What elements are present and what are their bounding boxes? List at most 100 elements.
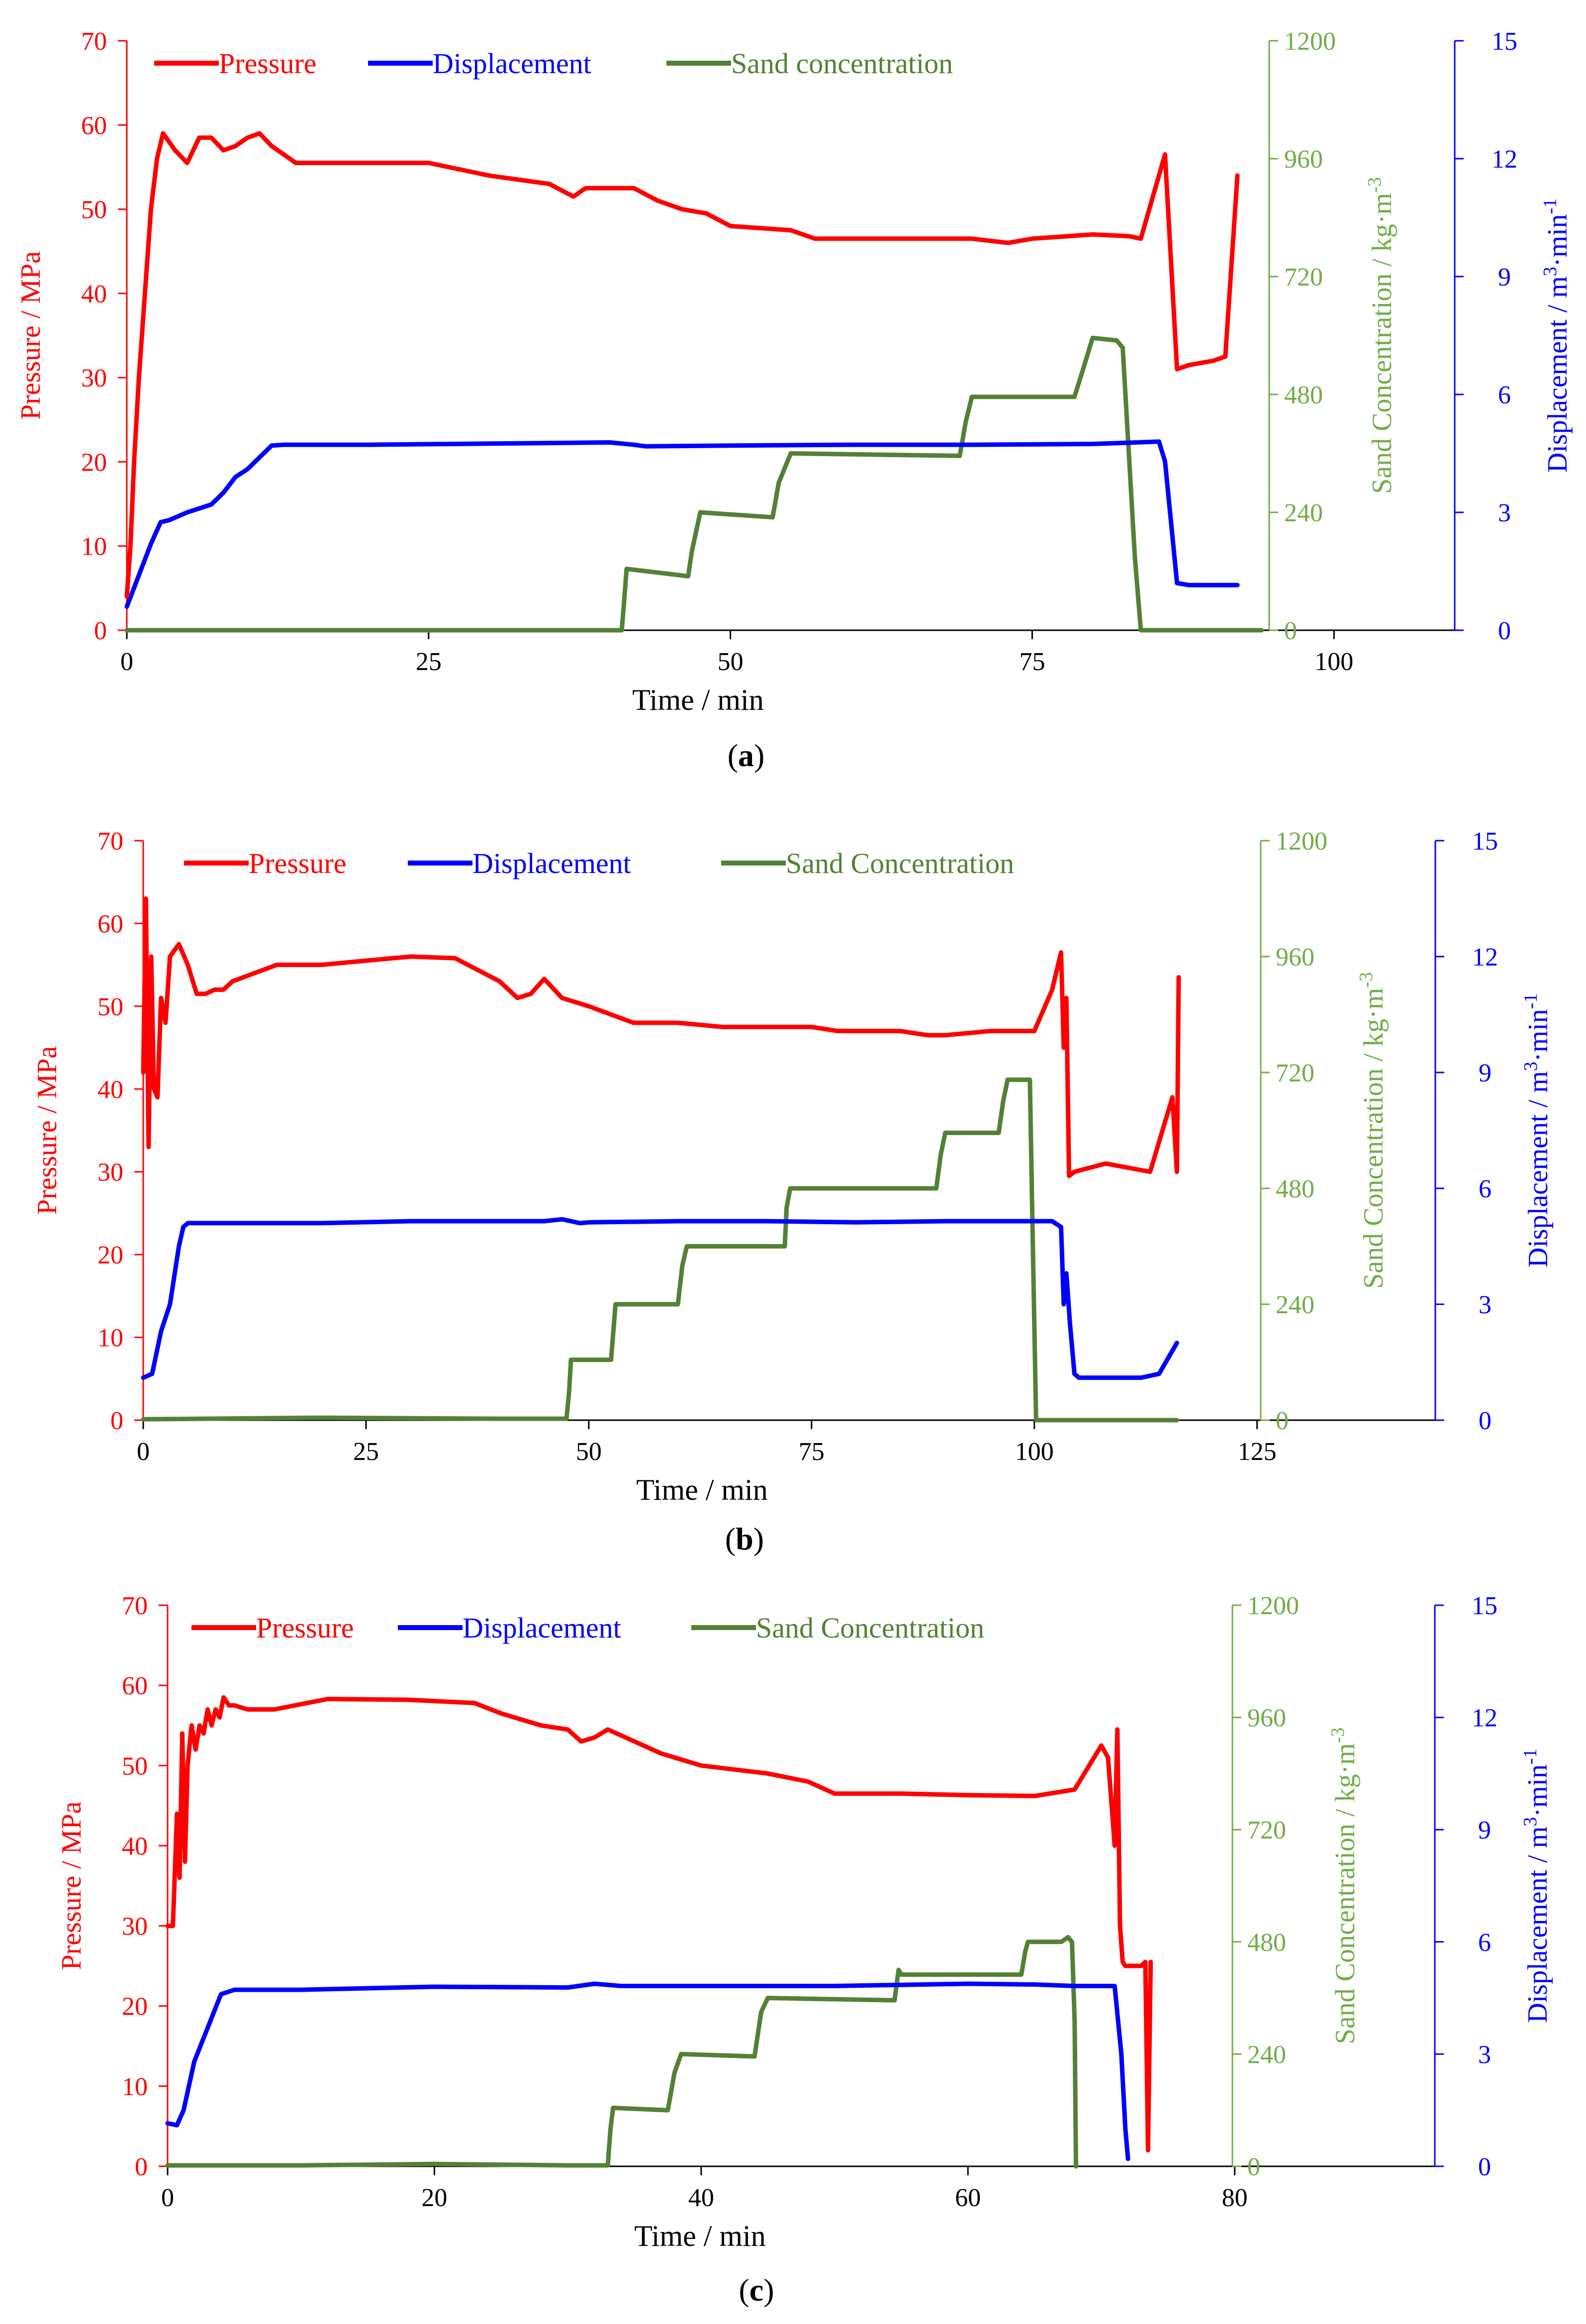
panel-b-x-tick-label: 100 <box>1015 1438 1054 1466</box>
panel-a-displacement-tick-label: 3 <box>1498 499 1511 527</box>
panel-a-displacement-tick-label: 0 <box>1498 617 1511 645</box>
panel-a-pressure-tick-label: 50 <box>81 196 107 224</box>
panel-a-pressure-tick-label: 10 <box>81 533 107 561</box>
panel-c-x-tick-label: 0 <box>161 2184 174 2212</box>
panel-c-pressure-axis-title: Pressure / MPa <box>56 1801 87 1970</box>
panel-b-sand-tick-label: 960 <box>1276 943 1314 971</box>
panel-b-pressure-axis-title: Pressure / MPa <box>32 1046 63 1215</box>
panel-c-x-tick-label: 20 <box>421 2184 447 2212</box>
panel-c-pressure-tick-label: 40 <box>122 1832 148 1860</box>
panel-a-legend-sand-concentration-label: Sand concentration <box>731 47 953 80</box>
panel-c-displacement-tick-label: 0 <box>1478 2153 1491 2181</box>
panel-c-displacement-tick-label: 15 <box>1472 1592 1497 1620</box>
panel-b-pressure-tick-label: 30 <box>97 1159 123 1187</box>
panel-c-sand-tick-label: 960 <box>1247 1704 1286 1733</box>
panel-b-pressure-tick-label: 0 <box>110 1407 123 1435</box>
panel-c-displacement-tick-label: 9 <box>1478 1816 1491 1844</box>
panel-c-sand-tick-label: 720 <box>1247 1816 1286 1844</box>
panel-a-sand-concentration-line <box>124 335 1264 633</box>
panel-b-sand-tick-label: 240 <box>1276 1291 1314 1319</box>
panel-a-pressure-tick-label: 60 <box>81 111 107 140</box>
panel-c-pressure-tick-label: 30 <box>122 1913 148 1941</box>
panel-c-sand-tick-label: 0 <box>1247 2153 1260 2181</box>
panel-b-x-axis-title: Time / min <box>636 1473 768 1506</box>
panel-a-caption: (a) <box>728 738 765 773</box>
panel-b-pressure-tick-label: 60 <box>97 910 123 938</box>
panel-a-sand-tick-label: 720 <box>1284 263 1323 291</box>
panel-b-pressure-tick-label: 50 <box>97 993 123 1021</box>
panel-a-pressure-tick-label: 20 <box>81 448 107 477</box>
panel-c-sand-tick-label: 240 <box>1247 2040 1286 2069</box>
panel-c-legend-sand-concentration-label: Sand Concentration <box>756 1612 984 1644</box>
panel-b-pressure-line <box>141 896 1181 1178</box>
panel-b-sand-tick-label: 1200 <box>1276 827 1327 856</box>
panel-b-displacement-tick-label: 3 <box>1479 1291 1492 1319</box>
panel-b-x-tick-label: 125 <box>1238 1438 1277 1466</box>
panel-b-displacement-line <box>141 1217 1179 1380</box>
panel-b-caption: (b) <box>725 1521 764 1556</box>
panel-a-pressure-axis-title: Pressure / MPa <box>15 251 46 420</box>
panel-a-sand-tick-label: 240 <box>1284 499 1323 527</box>
panel-b-x-tick-label: 0 <box>137 1438 150 1466</box>
panel-b-x-tick-label: 50 <box>576 1438 602 1466</box>
panel-a-pressure-tick-label: 70 <box>81 27 107 56</box>
panel-c-pressure-tick-label: 70 <box>122 1592 148 1620</box>
panel-c-x-tick-label: 40 <box>688 2184 714 2212</box>
panel-b-pressure-tick-label: 40 <box>97 1075 123 1104</box>
panel-a-sand-axis-title: Sand Concentration / kg·m-3 <box>1364 177 1398 494</box>
panel-a-x-tick-label: 0 <box>120 648 133 676</box>
panel-b-x-tick-label: 75 <box>799 1438 825 1466</box>
panel-b-displacement-tick-label: 0 <box>1479 1407 1492 1435</box>
panel-c-displacement-tick-label: 6 <box>1478 1929 1491 1957</box>
panel-a-pressure-tick-label: 30 <box>81 364 107 392</box>
panel-a-displacement-tick-label: 9 <box>1498 263 1511 291</box>
panel-a-x-tick-label: 50 <box>718 648 744 676</box>
panel-a-x-tick-label: 75 <box>1019 648 1045 676</box>
panel-a-x-axis-title: Time / min <box>632 683 764 716</box>
panel-c-sand-axis-title: Sand Concentration / kg·m-3 <box>1327 1728 1361 2044</box>
panel-b-displacement-tick-label: 6 <box>1479 1175 1492 1203</box>
panel-b-sand-tick-label: 0 <box>1276 1407 1289 1435</box>
panel-a-pressure-line <box>124 131 1240 599</box>
panel-c-pressure-tick-label: 0 <box>135 2153 148 2181</box>
panel-b-x-tick-label: 25 <box>353 1438 379 1466</box>
panel-a-displacement-tick-label: 12 <box>1492 145 1517 174</box>
panel-c-pressure-tick-label: 50 <box>122 1752 148 1780</box>
panel-a-x-tick-label: 100 <box>1314 648 1353 676</box>
panel-a-legend-pressure-label: Pressure <box>219 47 317 80</box>
panel-b-legend-displacement-label: Displacement <box>472 847 631 879</box>
panel-a-legend-displacement-label: Displacement <box>433 47 591 80</box>
panel-a-sand-tick-label: 1200 <box>1284 27 1336 56</box>
panel-b-pressure-tick-label: 70 <box>97 827 123 856</box>
panel-c-x-tick-label: 80 <box>1222 2184 1248 2212</box>
panel-b-displacement-tick-label: 12 <box>1472 943 1498 971</box>
panel-b-legend-pressure-label: Pressure <box>249 847 347 879</box>
panel-a-displacement-tick-label: 15 <box>1492 27 1517 56</box>
panel-c-displacement-line <box>165 1981 1130 2161</box>
panel-c-pressure-tick-label: 60 <box>122 1672 148 1700</box>
panel-b-pressure-tick-label: 10 <box>97 1324 123 1353</box>
panel-b-displacement-tick-label: 9 <box>1479 1059 1492 1087</box>
panel-c-displacement-axis-title: Displacement / m3·min-1 <box>1520 1748 1553 2023</box>
panel-a-pressure-tick-label: 40 <box>81 280 107 308</box>
panel-c-displacement-tick-label: 3 <box>1478 2040 1491 2069</box>
panel-c-pressure-line <box>165 1695 1153 2153</box>
panel-b-sand-tick-label: 480 <box>1276 1175 1314 1203</box>
panel-a-displacement-tick-label: 6 <box>1498 381 1511 409</box>
panel-b-sand-tick-label: 720 <box>1276 1059 1314 1087</box>
panel-a-displacement-line <box>124 439 1240 609</box>
panel-a-displacement-axis-title: Displacement / m3·min-1 <box>1540 198 1573 473</box>
panel-a-pressure-tick-label: 0 <box>94 617 107 645</box>
panel-b-displacement-axis-title: Displacement / m3·min-1 <box>1520 993 1554 1267</box>
panel-a-sand-tick-label: 0 <box>1284 617 1297 645</box>
panel-c-caption: (c) <box>739 2272 774 2308</box>
panel-c-sand-concentration-line <box>165 1935 1078 2169</box>
panel-a-sand-tick-label: 960 <box>1284 145 1323 174</box>
panel-a-sand-tick-label: 480 <box>1284 381 1323 409</box>
panel-c-legend-displacement-label: Displacement <box>463 1612 621 1644</box>
panel-c-sand-tick-label: 1200 <box>1247 1592 1299 1620</box>
panel-a-x-tick-label: 25 <box>416 648 442 676</box>
panel-c-displacement-tick-label: 12 <box>1472 1704 1497 1733</box>
panel-c-x-axis-title: Time / min <box>634 2220 766 2252</box>
